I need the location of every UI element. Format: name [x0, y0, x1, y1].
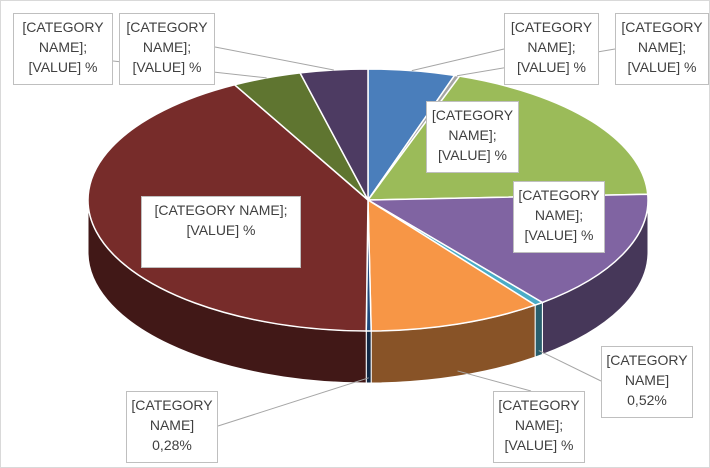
leader-line [538, 350, 602, 382]
pie-slice [367, 198, 537, 332]
leader-line [217, 377, 369, 427]
data-label: [CATEGORY NAME]; [VALUE] % [504, 13, 599, 85]
leader-line [214, 46, 334, 71]
data-label: [CATEGORY NAME]; [VALUE] % [141, 196, 301, 268]
pie-wall [365, 330, 372, 384]
pie-slice [298, 68, 369, 201]
data-label: [CATEGORY NAME]; [VALUE] % [119, 13, 215, 85]
data-label: [CATEGORY NAME]; [VALUE] % [513, 181, 605, 253]
data-label: [CATEGORY NAME]; [VALUE] % [615, 13, 709, 85]
data-label: [CATEGORY NAME]; [VALUE] % [493, 391, 585, 463]
data-label: [CATEGORY NAME] 0,28% [126, 391, 218, 463]
data-label: [CATEGORY NAME]; [VALUE] % [13, 13, 113, 85]
data-label: [CATEGORY NAME] 0,52% [601, 346, 693, 418]
leader-line [457, 370, 532, 392]
data-label: [CATEGORY NAME]; [VALUE] % [426, 101, 519, 173]
pie-wall [534, 301, 543, 358]
leader-line [411, 48, 505, 72]
